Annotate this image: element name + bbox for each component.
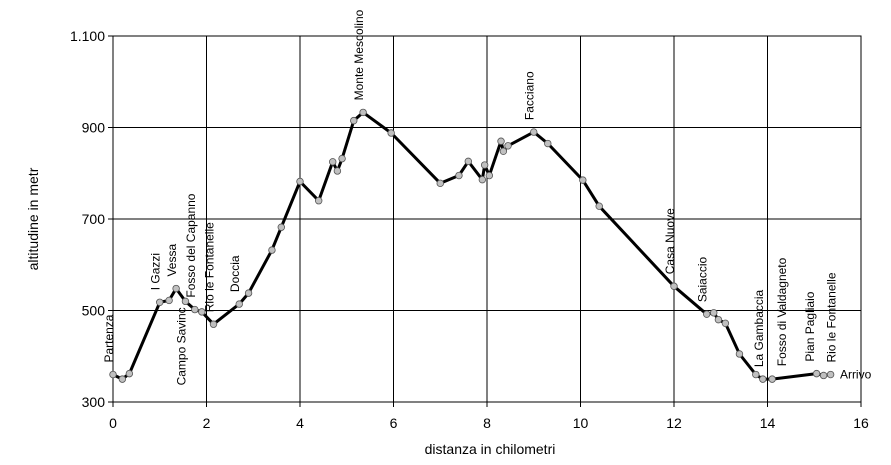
x-tick-label: 4 bbox=[296, 415, 304, 431]
y-tick-label: 900 bbox=[82, 120, 106, 136]
data-point bbox=[485, 171, 494, 180]
data-point bbox=[333, 167, 342, 175]
data-point bbox=[209, 320, 218, 328]
place-annotation: Saiaccio bbox=[696, 256, 710, 302]
data-point bbox=[125, 369, 134, 378]
data-point bbox=[735, 350, 744, 358]
place-annotation: La Gambaccia bbox=[752, 289, 766, 367]
data-point bbox=[703, 310, 711, 318]
y-tick-label: 1.100 bbox=[70, 28, 105, 44]
data-point bbox=[819, 371, 828, 380]
data-point bbox=[752, 370, 760, 379]
data-point bbox=[530, 128, 538, 136]
data-point bbox=[359, 108, 367, 117]
place-annotation: Arrivo bbox=[840, 368, 872, 382]
data-point bbox=[165, 296, 173, 305]
data-point bbox=[172, 284, 180, 293]
gridlines bbox=[113, 36, 861, 402]
data-point bbox=[109, 370, 117, 379]
data-point bbox=[812, 369, 821, 378]
place-annotation: Vessa bbox=[165, 244, 179, 277]
data-point bbox=[721, 319, 730, 328]
data-point bbox=[387, 129, 395, 137]
data-point bbox=[714, 315, 723, 324]
data-point bbox=[768, 375, 776, 383]
data-point bbox=[329, 158, 337, 166]
x-tick-label: 16 bbox=[853, 415, 869, 431]
y-tick-label: 300 bbox=[82, 394, 106, 410]
data-point bbox=[759, 375, 767, 383]
x-tick-label: 6 bbox=[390, 415, 398, 431]
data-point bbox=[350, 116, 358, 125]
data-point bbox=[595, 202, 603, 210]
data-point bbox=[499, 147, 508, 155]
data-point bbox=[464, 157, 472, 166]
data-point bbox=[235, 300, 243, 308]
place-annotation: Partenza bbox=[102, 314, 116, 362]
place-annotation: Monte Mescolino bbox=[352, 9, 366, 100]
data-point bbox=[296, 177, 304, 186]
x-tick-label: 2 bbox=[203, 415, 211, 431]
data-point bbox=[504, 142, 512, 150]
place-annotation: Fosso del Capanno bbox=[184, 193, 198, 297]
place-annotation: Doccia bbox=[228, 255, 242, 292]
x-tick-label: 12 bbox=[666, 415, 682, 431]
place-annotation: I Gazzi bbox=[149, 253, 163, 290]
data-point bbox=[268, 246, 276, 254]
x-tick-label: 14 bbox=[760, 415, 776, 431]
axis-ticks: 300 500 700 900 1.100 0 2 4 6 8 10 12 14 16 bbox=[70, 28, 869, 431]
data-points bbox=[109, 108, 835, 383]
data-point bbox=[244, 289, 253, 297]
x-tick-label: 8 bbox=[483, 415, 491, 431]
data-point bbox=[277, 223, 285, 231]
data-point bbox=[497, 137, 505, 145]
data-point bbox=[826, 370, 835, 379]
data-point bbox=[670, 282, 678, 290]
y-axis-title: altitudine in metr bbox=[25, 167, 41, 270]
place-annotation: Pian Pagliaio bbox=[803, 291, 817, 361]
data-point bbox=[710, 309, 718, 317]
place-annotation: Campo Savinc bbox=[174, 307, 188, 385]
data-point bbox=[478, 175, 487, 184]
data-point bbox=[338, 154, 346, 163]
x-tick-label: 10 bbox=[573, 415, 589, 431]
data-point bbox=[455, 171, 463, 180]
place-annotation: Rio le Fontanelle bbox=[203, 222, 217, 312]
data-point bbox=[191, 305, 199, 314]
place-annotations: Partenza Campo Savinc I Gazzi Vessa Fosso de… bbox=[102, 9, 872, 385]
place-annotation: Fosso di Valdagneto bbox=[775, 257, 789, 366]
data-point bbox=[436, 179, 444, 188]
data-point bbox=[480, 161, 489, 169]
x-axis-title: distanza in chilometri bbox=[425, 441, 556, 457]
place-annotation: Casa Nuove bbox=[663, 208, 677, 274]
data-point bbox=[544, 139, 552, 148]
data-point bbox=[315, 196, 323, 205]
y-tick-label: 700 bbox=[82, 211, 106, 227]
data-point bbox=[156, 298, 164, 306]
data-point bbox=[181, 297, 190, 306]
data-point bbox=[579, 176, 587, 184]
place-annotation: Facciano bbox=[523, 71, 537, 120]
y-tick-label: 500 bbox=[82, 303, 106, 319]
x-tick-label: 0 bbox=[109, 415, 117, 431]
data-point bbox=[198, 308, 206, 316]
data-point bbox=[118, 375, 127, 383]
place-annotation: Rio le Fontanelle bbox=[824, 272, 838, 362]
